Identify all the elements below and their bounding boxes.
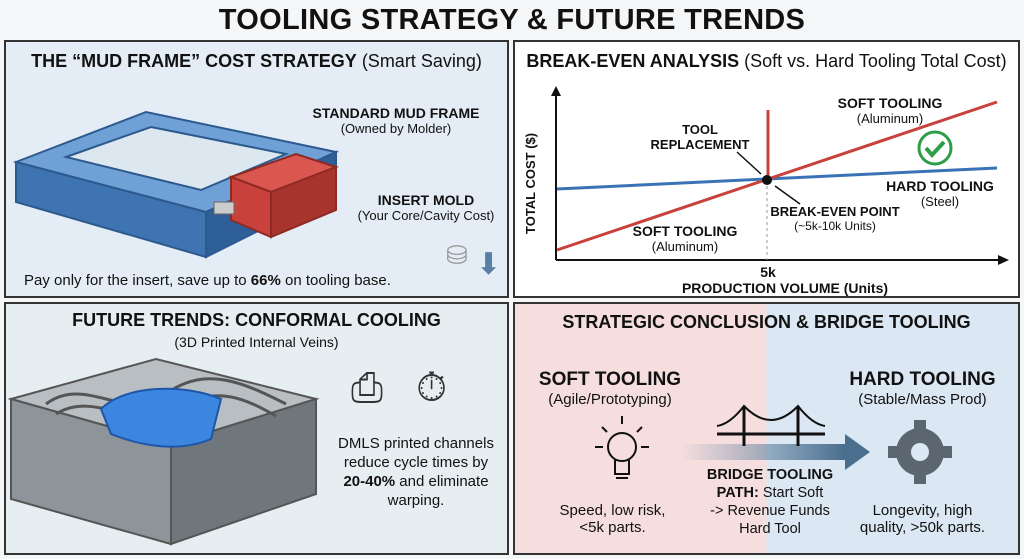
soft-tooling-label: SOFT TOOLING	[538, 369, 682, 390]
frame-sub: (Owned by Molder)	[340, 121, 452, 136]
hard-tooling-label: HARD TOOLING	[849, 369, 996, 390]
lightbulb-icon	[595, 416, 649, 479]
insert-label: INSERT MOLD	[377, 192, 475, 208]
chart-title: BREAK-EVEN ANALYSIS (Soft vs. Hard Tooli…	[526, 51, 1007, 71]
frame-label: STANDARD MUD FRAME	[312, 105, 480, 121]
break-even-panel: BREAK-EVEN ANALYSIS (Soft vs. Hard Tooli…	[513, 40, 1020, 298]
break-even-point	[762, 175, 772, 185]
stopwatch-icon: ⏱	[416, 366, 448, 410]
y-axis-label: TOTAL COST ($)	[523, 132, 538, 234]
conformal-cooling-mold-illustration	[7, 357, 320, 546]
page-title: TOOLING STRATEGY & FUTURE TRENDS	[218, 4, 806, 36]
mud-frame-panel: THE “MUD FRAME” COST STRATEGY (Smart Sav…	[4, 40, 509, 298]
insert-sub: (Your Core/Cavity Cost)	[357, 208, 495, 223]
x-axis-label: PRODUCTION VOLUME (Units)	[681, 280, 889, 296]
panel-heading: STRATEGIC CONCLUSION & BRIDGE TOOLING	[562, 312, 971, 332]
panel-heading: FUTURE TRENDS: CONFORMAL COOLING	[72, 310, 441, 330]
mud-note: Pay only for the insert, save up to 66% …	[24, 272, 391, 289]
mud-frame-illustration	[12, 110, 340, 259]
arrow-down-icon: ⬇	[476, 248, 502, 281]
coins-icon: ⛁	[446, 240, 468, 270]
soft-low-label: SOFT TOOLING	[632, 223, 738, 239]
break-even-label: BREAK-EVEN POINT	[770, 204, 900, 219]
future-trends-panel: FUTURE TRENDS: CONFORMAL COOLING (3D Pri…	[4, 302, 509, 555]
x-axis-arrow	[998, 255, 1009, 265]
bridge-icon	[716, 404, 826, 446]
hard-description: Longevity, high quality, >50k parts.	[859, 502, 986, 536]
panel-heading: THE “MUD FRAME” COST STRATEGY (Smart Sav…	[31, 51, 482, 71]
bridge-tooling-text: BRIDGE TOOLING PATH: Start Soft -> Revenue…	[706, 467, 834, 537]
blue-part	[99, 387, 223, 448]
soft-description: Speed, low risk, <5k parts.	[559, 502, 666, 536]
conclusion-graphics	[595, 404, 952, 484]
hard-series-label: HARD TOOLING	[886, 178, 994, 194]
break-even-chart	[551, 86, 1009, 265]
gear-icon	[888, 420, 952, 484]
3d-printer-icon: ⎙	[351, 366, 383, 410]
y-axis-arrow	[551, 86, 561, 96]
panel-subheading: (3D Printed Internal Veins)	[174, 334, 339, 350]
x-tick-5k: 5k	[760, 264, 776, 280]
soft-tooling-line	[556, 100, 998, 252]
future-description: DMLS printed channels reduce cycle times …	[338, 435, 494, 509]
bridge-arrow	[680, 444, 845, 460]
hard-tooling-line	[556, 166, 998, 191]
soft-series-label: SOFT TOOLING	[837, 95, 943, 111]
check-circle-icon	[917, 130, 953, 166]
tool-replacement-label: TOOL REPLACEMENT	[650, 122, 750, 152]
conclusion-panel: STRATEGIC CONCLUSION & BRIDGE TOOLING SO…	[513, 302, 1020, 555]
